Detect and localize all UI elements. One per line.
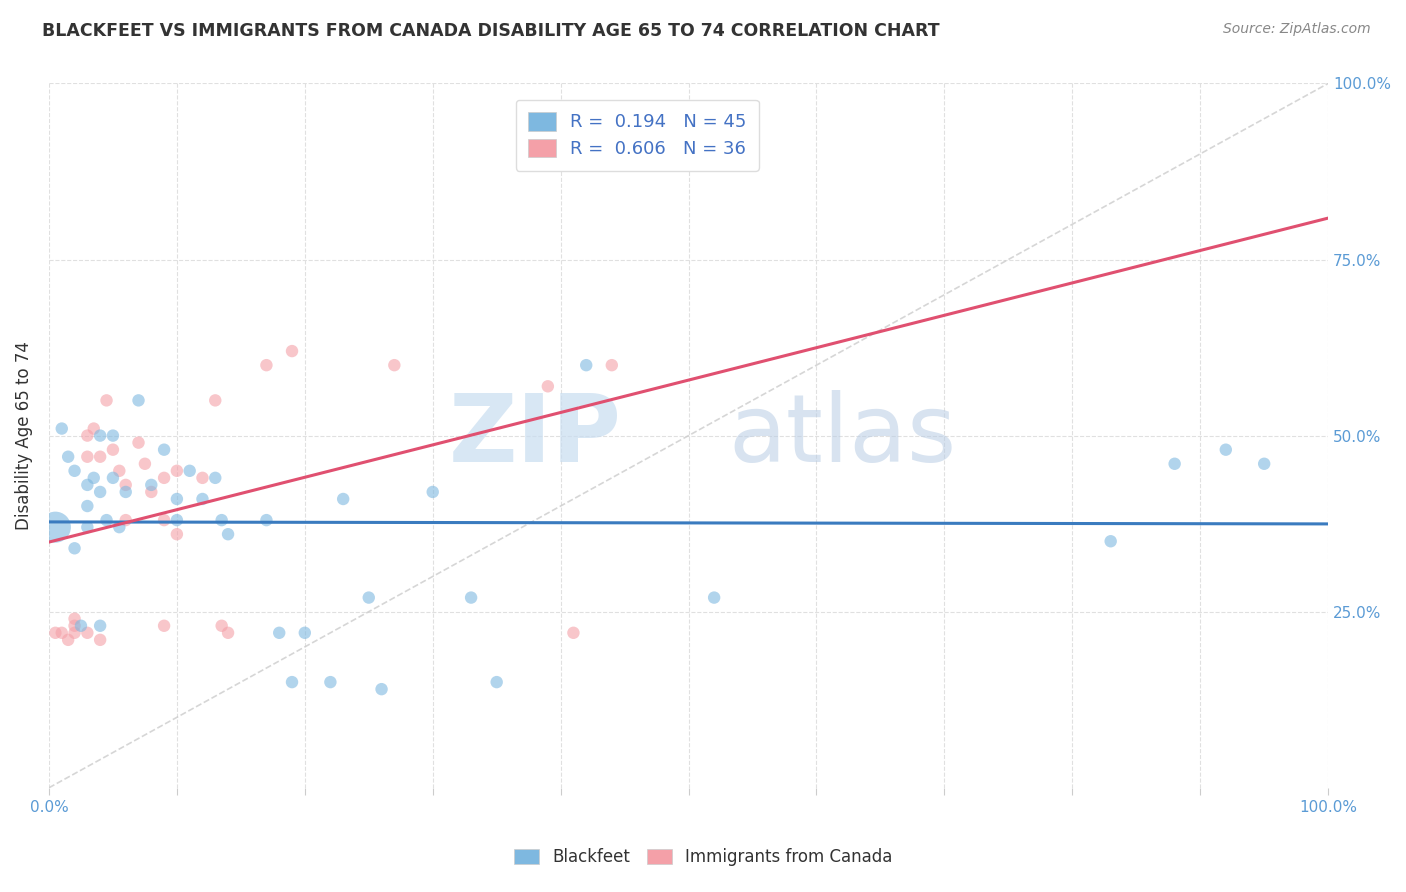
Point (51, 421, 73, 435)
Point (537, 379, 560, 393)
Point (166, 527, 188, 541)
Legend: R =  0.194   N = 45, R =  0.606   N = 36: R = 0.194 N = 45, R = 0.606 N = 36 (516, 100, 759, 170)
Point (166, 513, 188, 527)
Point (153, 442, 176, 457)
Point (191, 491, 214, 506)
Point (108, 520, 131, 534)
Point (76, 478, 98, 492)
Point (422, 485, 444, 500)
Point (96, 393, 118, 408)
Point (134, 457, 156, 471)
Point (114, 485, 136, 500)
Point (575, 358, 598, 372)
Point (1099, 534, 1122, 549)
Point (44, 520, 66, 534)
Legend: Blackfeet, Immigrants from Canada: Blackfeet, Immigrants from Canada (505, 840, 901, 875)
Point (179, 464, 201, 478)
Point (76, 520, 98, 534)
Point (382, 358, 405, 372)
Point (600, 358, 623, 372)
Point (141, 478, 163, 492)
Point (269, 625, 291, 640)
Text: Source: ZipAtlas.com: Source: ZipAtlas.com (1223, 22, 1371, 37)
Point (254, 358, 277, 372)
Point (114, 513, 136, 527)
Point (460, 591, 482, 605)
Text: atlas: atlas (728, 390, 956, 482)
Point (153, 513, 176, 527)
Point (211, 513, 233, 527)
Point (89, 485, 111, 500)
Point (63, 612, 86, 626)
Point (89, 450, 111, 464)
Point (703, 591, 725, 605)
Point (76, 499, 98, 513)
Point (89, 619, 111, 633)
Point (211, 619, 233, 633)
Point (63, 541, 86, 556)
Point (153, 619, 176, 633)
Point (370, 682, 392, 697)
Point (562, 625, 585, 640)
Point (153, 471, 176, 485)
Point (281, 344, 304, 359)
Point (128, 435, 150, 450)
Text: BLACKFEET VS IMMIGRANTS FROM CANADA DISABILITY AGE 65 TO 74 CORRELATION CHART: BLACKFEET VS IMMIGRANTS FROM CANADA DISA… (42, 22, 939, 40)
Point (141, 485, 163, 500)
Point (70, 619, 93, 633)
Point (76, 625, 98, 640)
Point (51, 625, 73, 640)
Point (89, 632, 111, 647)
Y-axis label: Disability Age 65 to 74: Disability Age 65 to 74 (15, 341, 32, 530)
Point (204, 471, 226, 485)
Point (63, 464, 86, 478)
Point (101, 471, 124, 485)
Point (56, 632, 79, 647)
Point (166, 464, 188, 478)
Point (357, 591, 380, 605)
Point (217, 625, 239, 640)
Point (56, 450, 79, 464)
Point (485, 675, 508, 690)
Point (281, 675, 304, 690)
Point (1215, 442, 1237, 457)
Point (204, 393, 226, 408)
Point (166, 491, 188, 506)
Point (1253, 457, 1275, 471)
Point (108, 464, 131, 478)
Point (101, 428, 124, 442)
Point (114, 478, 136, 492)
Point (89, 428, 111, 442)
Point (63, 619, 86, 633)
Point (254, 513, 277, 527)
Point (332, 491, 354, 506)
Point (44, 625, 66, 640)
Text: ZIP: ZIP (449, 390, 621, 482)
Point (1163, 457, 1185, 471)
Point (101, 442, 124, 457)
Point (76, 428, 98, 442)
Point (83, 421, 105, 435)
Point (217, 527, 239, 541)
Point (128, 393, 150, 408)
Point (96, 513, 118, 527)
Point (191, 471, 214, 485)
Point (63, 625, 86, 640)
Point (76, 450, 98, 464)
Point (294, 625, 316, 640)
Point (83, 471, 105, 485)
Point (319, 675, 342, 690)
